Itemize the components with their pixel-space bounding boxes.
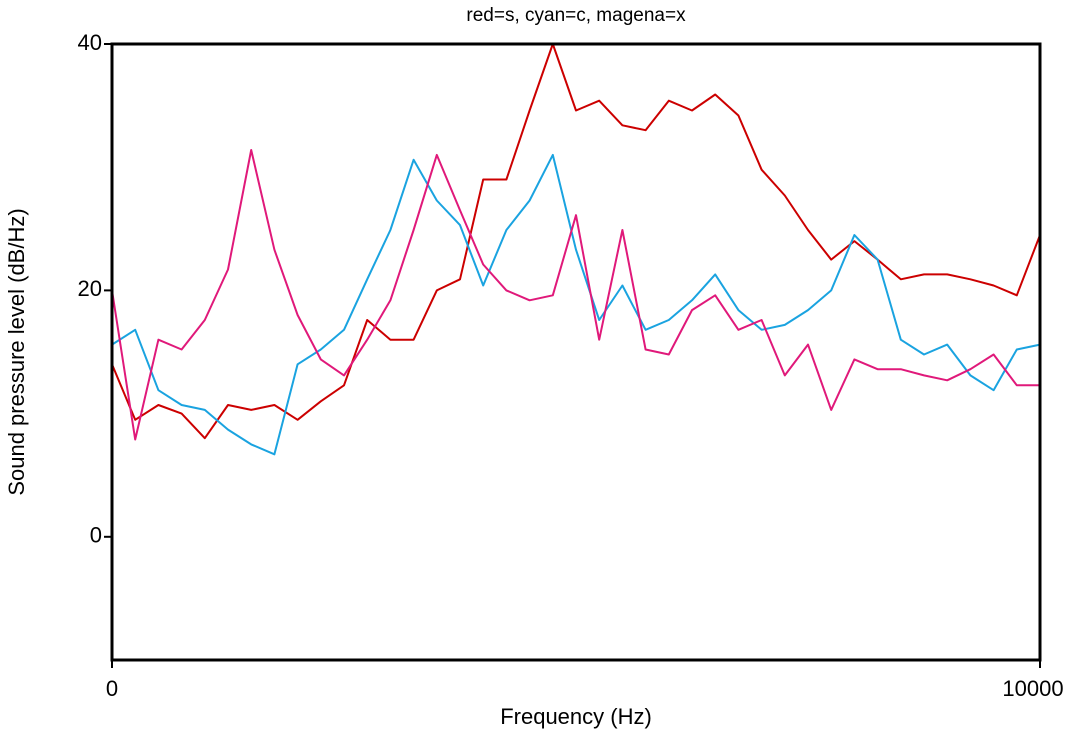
y-tick-label: 20	[78, 276, 102, 301]
y-tick-label: 40	[78, 30, 102, 55]
y-axis-label: Sound pressure level (dB/Hz)	[4, 208, 29, 495]
x-axis-label: Frequency (Hz)	[500, 704, 652, 729]
y-tick-label: 0	[90, 523, 102, 548]
chart-title: red=s, cyan=c, magena=x	[466, 5, 686, 26]
series-line	[111, 153, 1041, 456]
x-tick-label: 0	[106, 676, 118, 701]
plot-frame	[110, 42, 1042, 662]
series-line	[111, 43, 1041, 440]
series-line	[111, 149, 1040, 441]
x-tick-label: 10000	[1002, 676, 1063, 701]
